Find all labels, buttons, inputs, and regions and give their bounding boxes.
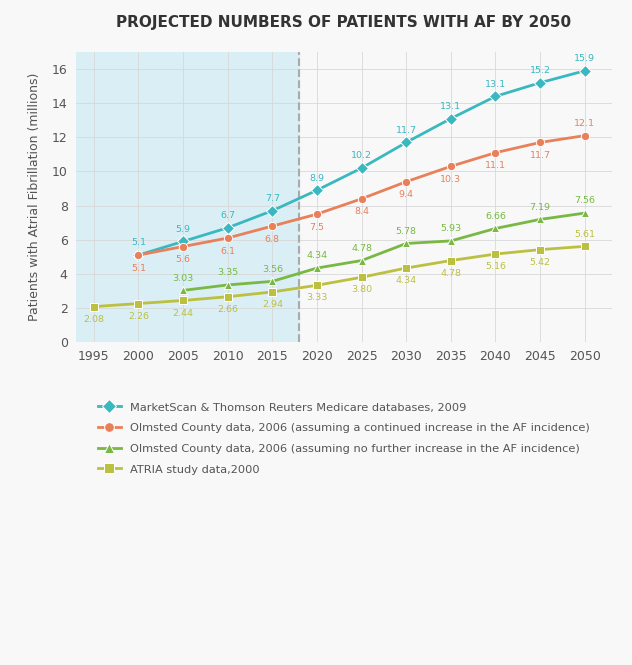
Text: 11.7: 11.7 [396,126,416,135]
Text: 8.4: 8.4 [354,207,369,216]
Text: 2.26: 2.26 [128,312,149,321]
Text: 7.19: 7.19 [530,203,550,211]
Y-axis label: Patients with Atrial Fibrillation (millions): Patients with Atrial Fibrillation (milli… [28,73,40,321]
Text: 4.78: 4.78 [351,244,372,253]
Text: 13.1: 13.1 [485,80,506,88]
Text: 3.80: 3.80 [351,285,372,295]
Text: 6.7: 6.7 [220,211,235,220]
Text: 5.93: 5.93 [441,224,461,233]
Text: 13.1: 13.1 [441,102,461,111]
Text: 9.4: 9.4 [399,190,414,200]
Text: 12.1: 12.1 [574,119,595,128]
Text: 5.1: 5.1 [131,238,146,247]
Text: 5.9: 5.9 [176,225,191,234]
Text: 6.8: 6.8 [265,235,280,243]
Bar [76,52,299,342]
Text: 7.56: 7.56 [574,196,595,205]
Title: PROJECTED NUMBERS OF PATIENTS WITH AF BY 2050: PROJECTED NUMBERS OF PATIENTS WITH AF BY… [116,15,571,30]
Text: 4.78: 4.78 [441,269,461,278]
Text: 5.1: 5.1 [131,263,146,273]
Legend: MarketScan & Thomson Reuters Medicare databases, 2009, Olmsted County data, 2006: MarketScan & Thomson Reuters Medicare da… [94,397,594,479]
Text: 6.66: 6.66 [485,211,506,221]
Text: 10.3: 10.3 [441,175,461,184]
Text: 5.78: 5.78 [396,227,416,236]
Text: 2.44: 2.44 [173,309,193,318]
Text: 11.7: 11.7 [530,151,550,160]
Text: 5.61: 5.61 [574,229,595,239]
Text: 5.6: 5.6 [176,255,191,264]
Text: 5.42: 5.42 [530,258,550,267]
Text: 10.2: 10.2 [351,152,372,160]
Text: 7.5: 7.5 [310,223,324,231]
Text: 4.34: 4.34 [307,251,327,261]
Text: 6.1: 6.1 [220,247,235,255]
Text: 3.33: 3.33 [307,293,327,303]
Text: 8.9: 8.9 [310,174,324,183]
Text: 2.66: 2.66 [217,305,238,314]
Text: 3.35: 3.35 [217,268,238,277]
Text: 15.9: 15.9 [574,54,595,63]
Text: 3.03: 3.03 [173,274,193,283]
Text: 15.2: 15.2 [530,66,550,75]
Text: 4.34: 4.34 [396,276,416,285]
Text: 11.1: 11.1 [485,161,506,170]
Text: 7.7: 7.7 [265,194,280,203]
Text: 5.16: 5.16 [485,262,506,271]
Text: 2.94: 2.94 [262,300,283,309]
Text: 2.08: 2.08 [83,315,104,324]
Text: 3.56: 3.56 [262,265,283,274]
